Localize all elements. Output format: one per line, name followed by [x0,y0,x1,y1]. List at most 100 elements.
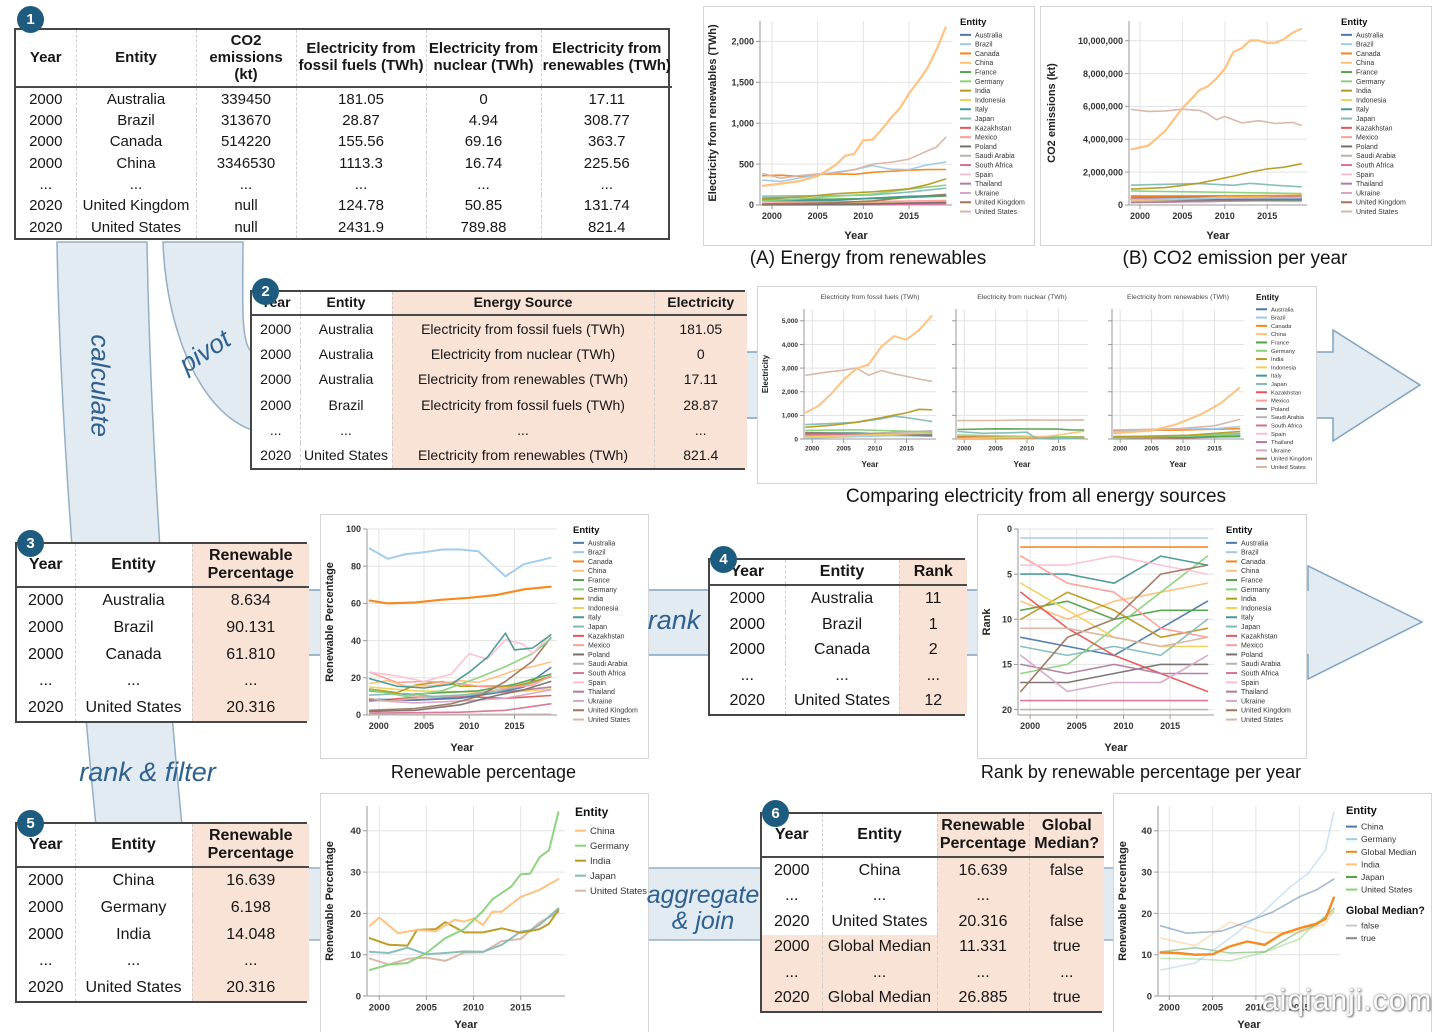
cell: Canada [784,637,899,663]
cell: ... [299,417,392,443]
svg-text:0: 0 [1147,991,1152,1002]
cell: Brazil [784,611,899,638]
svg-text:2010: 2010 [1215,211,1235,221]
svg-text:Saudi Arabia: Saudi Arabia [1241,661,1281,668]
svg-text:Kazakhstan: Kazakhstan [588,633,625,640]
table-row: 2020 Global Median 26.885 true [762,985,1104,1011]
chart-renewables3-svg: 2000 2005 2010 2015 Electricity from renewab… [1108,294,1244,469]
svg-text:United States: United States [1361,885,1413,895]
svg-text:Thailand: Thailand [1271,440,1293,446]
svg-text:Ukraine: Ukraine [1241,698,1265,705]
table-row: 2020 United States 12 [710,688,967,714]
cell: ... [762,960,822,986]
cell: ... [936,883,1029,910]
series-Italy [761,194,947,202]
cell: Australia [299,341,392,367]
cell: 2431.9 [295,216,426,238]
series-India [368,909,560,947]
svg-text:20: 20 [351,673,361,683]
svg-text:Entity: Entity [960,17,987,28]
svg-text:Indonesia: Indonesia [588,605,618,612]
svg-text:2005: 2005 [836,446,851,453]
series-United States [1130,108,1302,126]
svg-text:Japan: Japan [588,624,607,631]
svg-text:2000: 2000 [369,1003,390,1014]
svg-text:Saudi Arabia: Saudi Arabia [975,153,1015,160]
chart-global-median-svg: 2000 2005 2010 2015 0 10 20 30 40 Year Renewable P… [1117,805,1425,1031]
svg-text:Indonesia: Indonesia [1241,605,1271,612]
svg-text:Japan: Japan [1361,872,1385,882]
svg-text:Kazakhstan: Kazakhstan [1356,125,1393,132]
svg-text:1,000: 1,000 [782,413,799,420]
cell: 8.634 [191,586,309,615]
table-row: 2000 China 16.639 false [762,856,1104,884]
band-calculate [56,241,183,827]
svg-text:3,000: 3,000 [782,365,799,372]
svg-text:France: France [1356,70,1378,77]
cell: 6.198 [191,894,309,922]
table-4-badge: 4 [710,546,737,573]
cell: 2000 [27,898,64,916]
svg-text:Entity: Entity [575,805,609,819]
cell: 2000 [29,133,63,151]
cell: 155.56 [295,131,426,153]
svg-text:2000: 2000 [369,721,389,731]
table-2-badge: 2 [252,278,279,305]
caption-renewable: Renewable percentage [390,762,577,782]
svg-text:2005: 2005 [988,446,1003,453]
svg-text:Entity: Entity [1341,17,1368,28]
svg-text:2015: 2015 [1160,721,1180,731]
y-axis-label: Renewable Percentage [324,841,336,961]
column-header: Renewable Percentage [936,814,1029,858]
caption-b: (B) CO2 emission per year [1122,248,1348,269]
cell: Australia [74,586,192,615]
cell: 514220 [195,131,296,153]
svg-text:Brazil: Brazil [1241,550,1259,557]
cell: 16.639 [191,866,309,895]
table-row: 2000 Brazil Electricity from fossil fuels … [252,392,747,418]
chart-panel-five-countries: 2000 2005 2010 2015 0 10 20 30 40 Year Renewable P… [320,793,649,1032]
series-Mexico [368,671,552,689]
chart-renewable-pct-svg: 2000 2005 2010 2015 0 20 40 60 80 100 Year Renewabl… [324,524,638,754]
series-Spain [1020,555,1209,575]
svg-text:India: India [1356,88,1371,95]
table-row: 2000 Australia Electricity from nuclear (T… [252,341,747,367]
cell: ... [821,960,937,986]
cell: ... [898,662,967,689]
svg-text:Poland: Poland [975,144,997,151]
svg-text:6,000,000: 6,000,000 [1083,102,1123,112]
cell: 2000 [27,618,64,636]
column-header: Entity [74,544,192,588]
svg-text:Brazil: Brazil [975,42,993,49]
axes: 2000 2005 2010 2015 0 1,000 2,000 3,000 4,000 5,0… [782,309,936,453]
cell: Brazil [74,614,192,642]
column-header: Rank [898,560,967,586]
cell: 181.05 [653,314,747,342]
series-Brazil [368,547,552,578]
svg-text:France: France [1241,578,1263,585]
series-India [1130,163,1302,190]
svg-text:2005: 2005 [1067,721,1087,731]
cell: United States [74,694,192,721]
cell: China [74,866,192,895]
cell: 2020 [29,197,63,215]
cell: United States [75,216,196,238]
column-header: Entity [74,824,192,868]
svg-text:Saudi Arabia: Saudi Arabia [1271,415,1305,421]
table-row: 2000 Canada 61.810 [17,641,309,668]
table-row: 2000 Germany 6.198 [17,894,309,922]
svg-text:United States: United States [975,209,1018,216]
x-axis-label: Year [862,460,879,469]
svg-text:Indonesia: Indonesia [1271,365,1297,371]
series-China [1159,878,1335,934]
svg-text:Ukraine: Ukraine [975,190,999,197]
chart-panel-co2: 2000 2005 2010 2015 0 2,000,000 4,000,000 6,000… [1040,6,1432,246]
svg-text:0: 0 [356,710,361,720]
svg-text:Entity: Entity [1346,805,1378,817]
svg-text:Japan: Japan [1271,382,1287,388]
cell: ... [1028,960,1104,986]
y-axis-label: Rank [981,608,993,636]
svg-text:15: 15 [1002,660,1012,670]
svg-text:Brazil: Brazil [588,550,606,557]
svg-text:Thailand: Thailand [588,689,615,696]
